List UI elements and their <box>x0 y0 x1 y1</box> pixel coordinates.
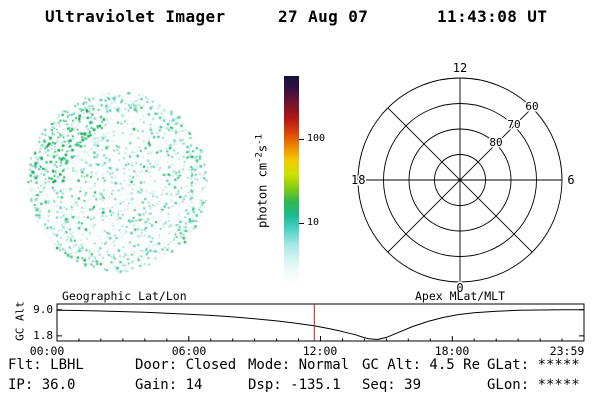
y-tick-low: 1.8 <box>33 329 53 342</box>
timeline-frame <box>56 303 585 342</box>
lat-label-60: 60 <box>525 100 538 113</box>
status-glon: GLon: ***** <box>487 377 580 393</box>
x-tick-0600: 06:00 <box>171 344 207 358</box>
mlt-label-18: 18 <box>351 173 365 187</box>
x-tick-1200: 12:00 <box>302 344 338 358</box>
x-tick-2359: 23:59 <box>549 344 585 358</box>
status-gc-alt: GC Alt: 4.5 Re <box>362 357 481 373</box>
altitude-curve <box>56 309 584 341</box>
uv-image-canvas <box>24 88 210 274</box>
timeline-plot <box>56 303 585 342</box>
mlt-label-0: 0 <box>456 281 463 295</box>
timeline-title-right: Apex MLat/MLT <box>415 289 506 303</box>
app-title: Ultraviolet Imager <box>45 7 226 26</box>
colorbar-unit-exp1: -2 <box>254 152 265 163</box>
lat-label-70: 70 <box>507 118 520 131</box>
polar-spoke-diag2 <box>387 107 533 253</box>
header-time: 11:43:08 UT <box>437 7 548 26</box>
colorbar-unit-label: photon cm-2s-1 <box>255 134 270 228</box>
mlt-label-12: 12 <box>453 61 467 75</box>
status-flt: Flt: LBHL <box>8 357 84 373</box>
status-door: Door: Closed <box>135 357 237 373</box>
status-ip: IP: 36.0 <box>8 377 76 393</box>
status-mode: Mode: Normal <box>248 357 350 373</box>
colorbar-unit-text: photon cm <box>255 162 270 228</box>
colorbar-gradient <box>284 76 299 286</box>
lat-label-80: 80 <box>489 136 502 149</box>
timeline-ticks <box>56 309 585 341</box>
colorbar-unit-text2: s <box>255 144 270 153</box>
status-dsp: Dsp: -135.1 <box>248 377 341 393</box>
y-tick-high: 9.0 <box>33 303 53 316</box>
status-gain: Gain: 14 <box>135 377 203 393</box>
x-tick-0000: 00:00 <box>29 344 65 358</box>
colorbar-unit-exp2: -1 <box>254 134 265 145</box>
timeline-title-left: Geographic Lat/Lon <box>62 289 187 303</box>
status-seq: Seq: 39 <box>362 377 422 393</box>
header-date: 27 Aug 07 <box>278 7 369 26</box>
x-tick-1800: 18:00 <box>434 344 470 358</box>
polar-grid: 12 0 18 6 60 70 80 <box>350 60 577 297</box>
mlt-label-6: 6 <box>567 173 574 187</box>
status-glat: GLat: ***** <box>487 357 580 373</box>
